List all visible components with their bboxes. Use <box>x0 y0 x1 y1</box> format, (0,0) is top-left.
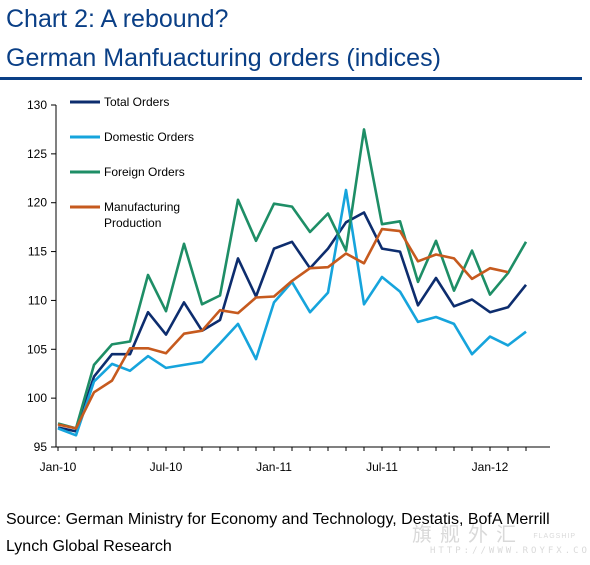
chart-title-line2: German Manfuacturing orders (indices) <box>6 44 441 72</box>
title-rule <box>0 77 582 80</box>
y-tick-label: 95 <box>34 440 48 454</box>
x-tick-label: Jul-11 <box>366 460 398 474</box>
y-tick-label: 130 <box>27 98 47 112</box>
y-tick-label: 105 <box>27 342 47 356</box>
y-tick-label: 115 <box>28 245 47 259</box>
x-tick-label: Jul-10 <box>150 460 183 474</box>
line-chart: 95 100 105 110 115 120 125 130 Jan-10 Jul-10 Jan-1… <box>27 95 550 474</box>
watermark-logo: 旗舰外汇 <box>412 522 524 546</box>
x-tick-label: Jan-10 <box>40 460 77 474</box>
chart-series-lines <box>57 128 528 437</box>
chart-title-line1: Chart 2: A rebound? <box>6 5 229 33</box>
x-tick-label: Jan-12 <box>472 460 509 474</box>
watermark-url: HTTP://WWW.ROYFX.COM <box>430 546 590 556</box>
legend-label-domestic-orders: Domestic Orders <box>104 130 194 144</box>
legend-label-manufacturing-production: Manufacturing Production <box>104 200 180 230</box>
chart-legend: Total Orders Domestic Orders Foreign Order… <box>70 95 194 230</box>
x-tick-label: Jan-11 <box>256 460 292 474</box>
series-line-manufacturing-production <box>57 227 509 430</box>
legend-label-total-orders: Total Orders <box>104 95 169 109</box>
y-tick-label: 110 <box>28 293 47 307</box>
series-line-total-orders <box>57 211 528 433</box>
series-line-foreign-orders <box>57 128 528 430</box>
y-tick-label: 100 <box>27 391 47 405</box>
watermark: 旗舰外汇 FLAGSHIP HTTP://WWW.ROYFX.COM <box>400 518 590 560</box>
watermark-sub: FLAGSHIP <box>533 533 576 540</box>
chart-axes: 95 100 105 110 115 120 125 130 Jan-10 Jul-10 Jan-1… <box>27 98 550 474</box>
legend-label-foreign-orders: Foreign Orders <box>104 165 185 179</box>
y-tick-label: 120 <box>27 196 47 210</box>
y-tick-label: 125 <box>27 147 47 161</box>
source-note: Source: German Ministry for Economy and … <box>6 511 550 555</box>
